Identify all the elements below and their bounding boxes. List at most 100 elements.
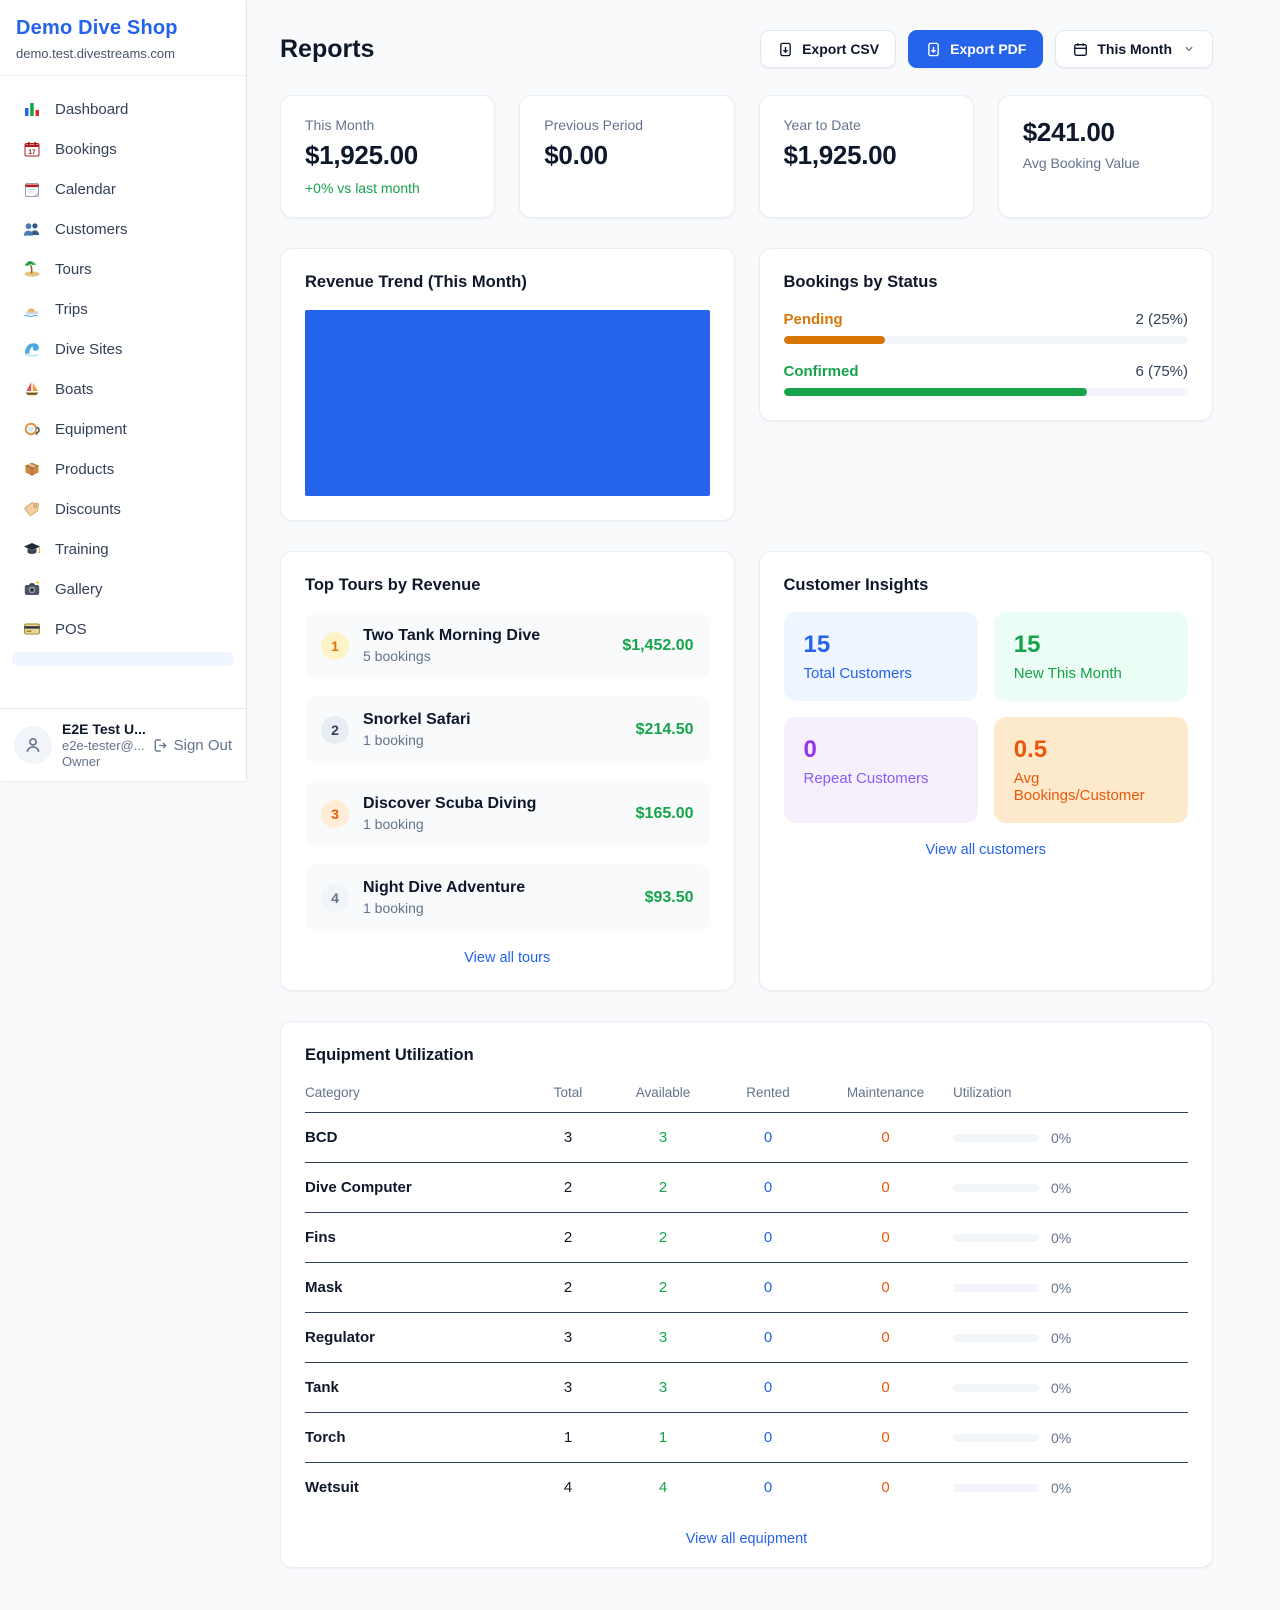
sign-out-button[interactable]: Sign Out bbox=[151, 737, 232, 754]
equipment-category: BCD bbox=[305, 1129, 338, 1146]
sign-out-label: Sign Out bbox=[173, 736, 232, 754]
stat-card-year-to-date: Year to Date $1,925.00 bbox=[758, 95, 974, 218]
stat-cards: This Month $1,925.00 +0% vs last month P… bbox=[280, 95, 1213, 218]
sidebar-item-dashboard[interactable]: Dashboard bbox=[12, 90, 234, 128]
column-header-category: Category bbox=[305, 1085, 360, 1100]
utilization-percent: 0% bbox=[1051, 1129, 1072, 1146]
equipment-available: 4 bbox=[658, 1479, 668, 1496]
revenue-trend-chart bbox=[305, 310, 710, 496]
shop-domain: demo.test.divestreams.com bbox=[16, 46, 175, 61]
tour-name: Two Tank Morning Dive bbox=[363, 627, 541, 644]
rank-badge: 2 bbox=[321, 715, 349, 744]
equipment-category: Wetsuit bbox=[305, 1479, 359, 1496]
credit-card-icon bbox=[22, 619, 42, 639]
sidebar-item-dive-sites[interactable]: Dive Sites bbox=[12, 330, 234, 368]
equipment-available: 2 bbox=[658, 1279, 668, 1296]
avatar bbox=[14, 726, 52, 764]
sidebar-item-label: Customers bbox=[55, 220, 128, 238]
column-header-utilization: Utilization bbox=[953, 1085, 1012, 1100]
sidebar-item-trips[interactable]: Trips bbox=[12, 290, 234, 328]
tour-row: 4 Night Dive Adventure 1 booking $93.50 bbox=[305, 864, 710, 931]
sidebar-item-boats[interactable]: Boats bbox=[12, 370, 234, 408]
status-count: 6 (75%) bbox=[1135, 363, 1188, 380]
tour-revenue: $165.00 bbox=[635, 804, 694, 822]
tour-bookings: 5 bookings bbox=[363, 648, 431, 664]
stat-value: $241.00 bbox=[1022, 117, 1115, 147]
charts-row: Revenue Trend (This Month) Bookings by S… bbox=[280, 248, 1213, 521]
sidebar-item-customers[interactable]: Customers bbox=[12, 210, 234, 248]
insight-label: Repeat Customers bbox=[803, 770, 929, 787]
sidebar-item-products[interactable]: Products bbox=[12, 450, 234, 488]
insights-row: Top Tours by Revenue 1 Two Tank Morning … bbox=[280, 551, 1213, 991]
equipment-utilization-title: Equipment Utilization bbox=[305, 1046, 474, 1064]
sidebar-item-label: Calendar bbox=[55, 180, 116, 198]
equipment-table-body: BCD 3 3 0 0 0% bbox=[305, 1113, 1188, 1512]
view-all-customers-link[interactable]: View all customers bbox=[925, 842, 1047, 858]
equipment-category: Tank bbox=[305, 1379, 339, 1396]
sidebar-item-discounts[interactable]: Discounts bbox=[12, 490, 234, 528]
equipment-total: 1 bbox=[563, 1429, 573, 1446]
utilization-percent: 0% bbox=[1051, 1329, 1072, 1346]
status-count: 2 (25%) bbox=[1135, 311, 1188, 328]
header-actions: Export CSV Export PDF This Month bbox=[760, 30, 1213, 68]
view-all-tours-link[interactable]: View all tours bbox=[464, 950, 551, 966]
equipment-total: 3 bbox=[563, 1329, 573, 1346]
export-pdf-button[interactable]: Export PDF bbox=[908, 30, 1044, 68]
equipment-available: 2 bbox=[658, 1229, 668, 1246]
sidebar-item-label: Gallery bbox=[55, 580, 103, 598]
tour-bookings: 1 booking bbox=[363, 732, 424, 748]
sidebar-item-pos[interactable]: POS bbox=[12, 610, 234, 648]
logout-icon bbox=[154, 738, 167, 752]
sidebar-item-training[interactable]: Training bbox=[12, 530, 234, 568]
equipment-maintenance: 0 bbox=[881, 1379, 890, 1396]
stat-label: Previous Period bbox=[544, 117, 644, 133]
tour-bookings: 1 booking bbox=[363, 900, 424, 916]
export-csv-button[interactable]: Export CSV bbox=[760, 30, 897, 68]
equipment-category: Regulator bbox=[305, 1329, 376, 1346]
utilization-percent: 0% bbox=[1051, 1229, 1072, 1246]
insight-box: 15 New This Month bbox=[993, 612, 1188, 701]
insight-grid: 15 Total Customers 15 New This Month 0 R… bbox=[783, 612, 1188, 823]
stat-value: $1,925.00 bbox=[783, 140, 897, 170]
period-selector-label: This Month bbox=[1097, 41, 1172, 57]
equipment-table-row: BCD 3 3 0 0 0% bbox=[305, 1113, 1188, 1163]
view-all-equipment-link[interactable]: View all equipment bbox=[685, 1531, 808, 1547]
sidebar-item-equipment[interactable]: Equipment bbox=[12, 410, 234, 448]
equipment-category: Dive Computer bbox=[305, 1179, 412, 1196]
equipment-available: 1 bbox=[658, 1429, 668, 1446]
sidebar-item-tours[interactable]: Tours bbox=[12, 250, 234, 288]
equipment-utilization-cell: 0% bbox=[953, 1430, 1188, 1446]
equipment-rented: 0 bbox=[763, 1179, 773, 1196]
status-progress-track bbox=[783, 388, 1188, 396]
sidebar-item-gallery[interactable]: Gallery bbox=[12, 570, 234, 608]
utilization-percent: 0% bbox=[1051, 1429, 1072, 1446]
insight-label: Total Customers bbox=[803, 665, 912, 682]
equipment-utilization-cell: 0% bbox=[953, 1480, 1188, 1496]
page-title: Reports bbox=[280, 34, 375, 63]
tour-row: 2 Snorkel Safari 1 booking $214.50 bbox=[305, 696, 710, 763]
column-header-available: Available bbox=[635, 1085, 691, 1100]
insight-value: 15 bbox=[1013, 631, 1041, 658]
sidebar-item-label: POS bbox=[55, 620, 87, 638]
equipment-available: 3 bbox=[658, 1329, 668, 1346]
island-icon bbox=[22, 259, 42, 279]
equipment-rented: 0 bbox=[763, 1379, 773, 1396]
insight-value: 0.5 bbox=[1013, 736, 1048, 763]
bar-chart-icon bbox=[22, 99, 42, 119]
bookings-by-status-card: Bookings by Status Pending 2 (25%) bbox=[758, 248, 1213, 421]
profile-name: E2E Test U... bbox=[62, 721, 146, 737]
period-selector[interactable]: This Month bbox=[1055, 30, 1213, 68]
sidebar-item-bookings[interactable]: 17 Bookings bbox=[12, 130, 234, 168]
utilization-percent: 0% bbox=[1051, 1379, 1072, 1396]
sidebar-item-calendar[interactable]: Calendar bbox=[12, 170, 234, 208]
speedboat-icon bbox=[22, 299, 42, 319]
top-tours-card: Top Tours by Revenue 1 Two Tank Morning … bbox=[280, 551, 735, 991]
sailboat-icon bbox=[22, 379, 42, 399]
file-download-icon bbox=[780, 42, 791, 56]
sidebar-item-reports-partial[interactable] bbox=[12, 652, 234, 666]
equipment-utilization-cell: 0% bbox=[953, 1380, 1188, 1396]
equipment-table-row: Mask 2 2 0 0 0% bbox=[305, 1263, 1188, 1313]
top-tours-title: Top Tours by Revenue bbox=[305, 576, 481, 594]
equipment-table-row: Tank 3 3 0 0 0% bbox=[305, 1363, 1188, 1413]
column-header-rented: Rented bbox=[746, 1085, 790, 1100]
